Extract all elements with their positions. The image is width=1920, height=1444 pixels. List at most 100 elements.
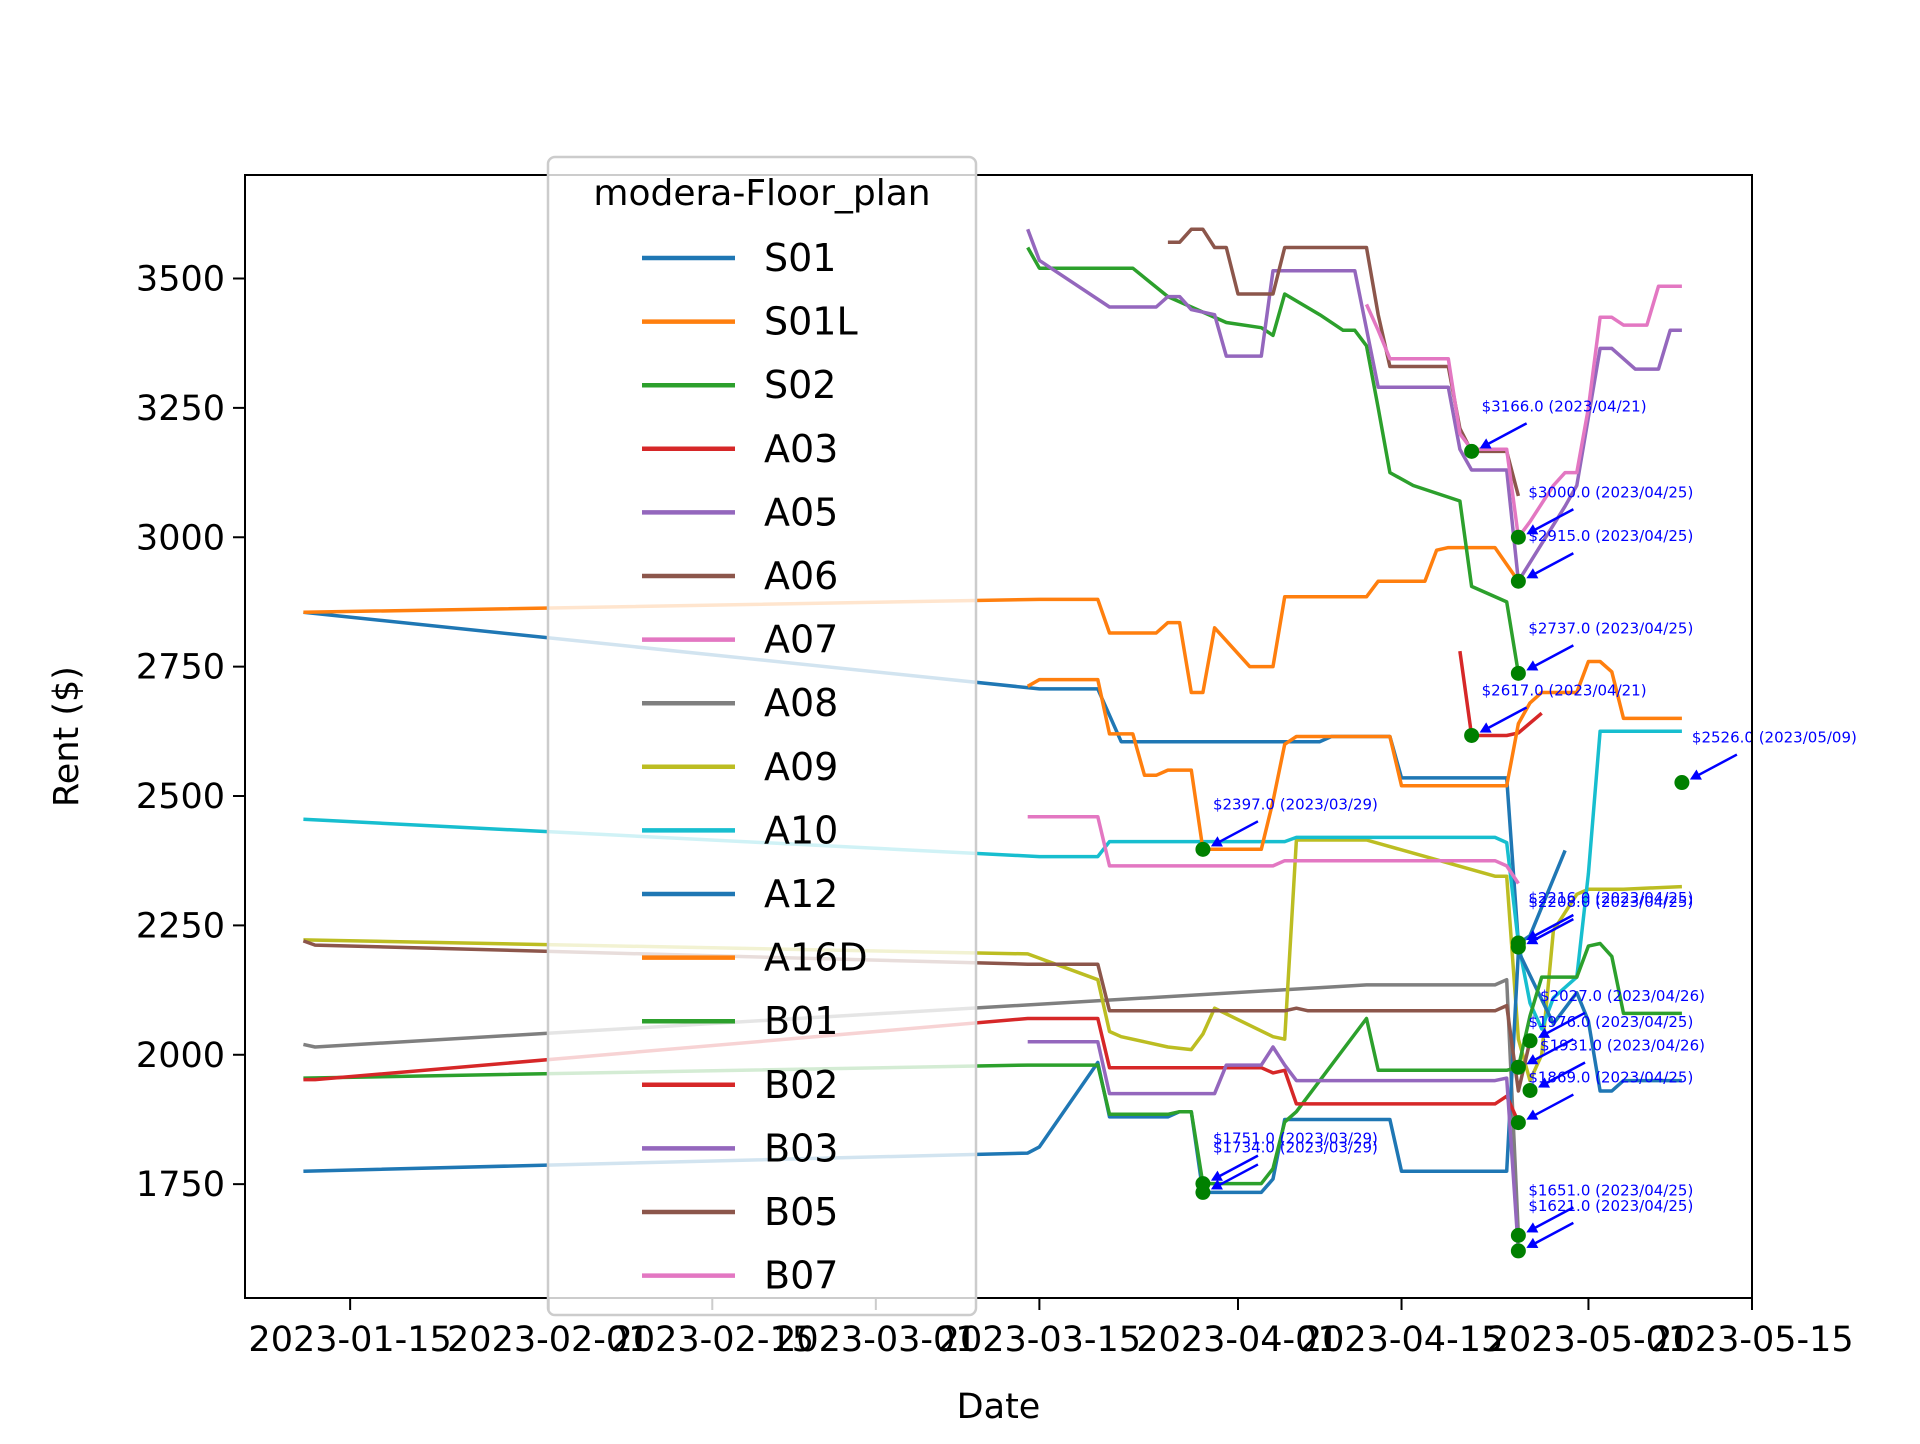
annotation-label-1: $3000.0 (2023/04/25) <box>1528 483 1693 501</box>
annotation-label-13: $1751.0 (2023/03/29) <box>1213 1130 1378 1148</box>
annotation-label-10: $1976.0 (2023/04/25) <box>1528 1013 1693 1031</box>
annotation-arrowhead-1 <box>1526 524 1539 535</box>
legend-label-a08: A08 <box>764 681 838 725</box>
annotation-arrow-5 <box>1691 753 1738 780</box>
x-tick-label-2023-03-15: 2023-03-15 <box>938 1320 1141 1360</box>
legend-label-b07: B07 <box>764 1254 838 1298</box>
annotation-label-0: $3166.0 (2023/04/21) <box>1482 397 1647 415</box>
annotation-arrowhead-12 <box>1526 1109 1539 1120</box>
legend-label-b03: B03 <box>764 1126 838 1170</box>
axes-layer: 2023-01-152023-02-012023-02-152023-03-01… <box>136 260 1854 1360</box>
annotation-label-6: $2397.0 (2023/03/29) <box>1213 795 1378 813</box>
legend-label-a07: A07 <box>764 618 838 662</box>
legend-label-s02: S02 <box>764 363 836 407</box>
annotation-arrowhead-0 <box>1479 438 1492 449</box>
annotation-arrow-4 <box>1481 706 1528 733</box>
annotation-label-11: $1931.0 (2023/04/26) <box>1540 1036 1705 1054</box>
annotation-arrowhead-14 <box>1210 1179 1223 1190</box>
annotation-arrowhead-9 <box>1538 1027 1551 1038</box>
annotation-arrow-2 <box>1527 552 1574 579</box>
legend-label-b01: B01 <box>764 999 838 1043</box>
x-tick-label-2023-05-15: 2023-05-15 <box>1650 1320 1853 1360</box>
x-tick-label-2023-05-01: 2023-05-01 <box>1487 1320 1690 1360</box>
legend-label-b02: B02 <box>764 1063 838 1107</box>
annotation-arrowhead-15 <box>1526 1222 1539 1233</box>
annotation-arrow-9 <box>1539 1011 1586 1038</box>
annotation-arrowhead-3 <box>1526 660 1539 671</box>
annotation-marker-3 <box>1510 665 1526 681</box>
annotation-arrowhead-2 <box>1526 568 1539 579</box>
annotation-marker-0 <box>1464 443 1480 459</box>
legend-box <box>546 155 978 1317</box>
y-tick-label-2500: 2500 <box>136 777 225 817</box>
y-tick-label-3500: 3500 <box>136 260 225 300</box>
plot-frame <box>244 174 1753 1299</box>
series-line-a10-9 <box>303 729 1682 1031</box>
annotation-arrowhead-11 <box>1538 1077 1551 1088</box>
annotation-marker-2 <box>1510 573 1526 589</box>
x-axis-label: Date <box>957 1387 1041 1427</box>
annotation-arrow-16 <box>1527 1221 1574 1249</box>
annotation-arrow-10 <box>1527 1038 1574 1065</box>
annotation-layer: $3166.0 (2023/04/21) $3000.0 (2023/04/25)… <box>1195 397 1857 1259</box>
annotation-arrow-14 <box>1212 1163 1259 1190</box>
annotation-arrow-13 <box>1212 1154 1259 1181</box>
legend: modera-Floor_plan S01 S01L S02 A03 A05 A06 A07 A… <box>546 155 978 1317</box>
annotation-label-7: $2216.0 (2023/04/25) <box>1528 889 1693 907</box>
y-tick-label-2750: 2750 <box>136 648 225 688</box>
annotation-label-2: $2915.0 (2023/04/25) <box>1528 527 1693 545</box>
series-line-b07-16 <box>1027 814 1520 885</box>
annotation-label-12: $1869.0 (2023/04/25) <box>1528 1069 1693 1087</box>
annotation-label-4: $2617.0 (2023/04/21) <box>1482 681 1647 699</box>
annotation-arrow-15 <box>1527 1206 1574 1233</box>
annotation-marker-8 <box>1510 939 1526 955</box>
annotation-arrowhead-4 <box>1479 722 1492 733</box>
x-tick-label-2023-03-01: 2023-03-01 <box>774 1320 977 1360</box>
annotation-marker-6 <box>1195 841 1211 857</box>
annotation-label-5: $2526.0 (2023/05/09) <box>1692 729 1857 747</box>
series-line-b01-12 <box>303 941 1682 1186</box>
annotation-marker-5 <box>1674 775 1690 791</box>
annotation-arrow-3 <box>1527 644 1574 671</box>
annotation-arrow-6 <box>1212 820 1259 847</box>
series-line-s01l-1 <box>303 545 1520 695</box>
series-line-a07-6 <box>1364 284 1682 540</box>
annotation-label-15: $1651.0 (2023/04/25) <box>1528 1181 1693 1199</box>
series-line-b03-14 <box>1027 1040 1521 1252</box>
annotation-label-9: $2027.0 (2023/04/26) <box>1540 987 1705 1005</box>
annotation-arrow-11 <box>1539 1061 1586 1088</box>
annotation-label-3: $2737.0 (2023/04/25) <box>1528 619 1693 637</box>
annotation-arrowhead-5 <box>1689 769 1702 780</box>
annotation-marker-15 <box>1510 1227 1526 1243</box>
annotation-marker-1 <box>1510 529 1526 545</box>
legend-label-a05: A05 <box>764 490 838 534</box>
x-tick-label-2023-01-15: 2023-01-15 <box>248 1320 451 1360</box>
x-tick-label-2023-04-01: 2023-04-01 <box>1136 1320 1339 1360</box>
annotation-marker-16 <box>1510 1243 1526 1259</box>
legend-label-a16d: A16D <box>764 936 868 980</box>
annotation-arrowhead-10 <box>1526 1054 1539 1065</box>
annotation-arrowhead-6 <box>1210 836 1223 847</box>
series-line-a03-3 <box>1458 650 1543 738</box>
annotation-arrow-1 <box>1527 508 1574 535</box>
legend-label-a10: A10 <box>764 808 838 852</box>
annotation-label-16: $1621.0 (2023/04/25) <box>1528 1197 1693 1215</box>
legend-title: modera-Floor_plan <box>593 173 930 214</box>
legend-label-a09: A09 <box>764 745 838 789</box>
x-tick-label-2023-02-15: 2023-02-15 <box>611 1320 814 1360</box>
y-tick-label-3250: 3250 <box>136 389 225 429</box>
legend-label-a12: A12 <box>764 872 838 916</box>
annotation-marker-9 <box>1522 1033 1538 1049</box>
legend-label-a03: A03 <box>764 427 838 471</box>
annotation-marker-11 <box>1522 1082 1538 1098</box>
annotation-arrow-0 <box>1481 422 1528 449</box>
y-tick-label-1750: 1750 <box>136 1165 225 1205</box>
y-tick-label-3000: 3000 <box>136 518 225 558</box>
annotation-marker-12 <box>1510 1115 1526 1131</box>
annotation-arrow-7 <box>1527 913 1574 941</box>
x-tick-label-2023-04-15: 2023-04-15 <box>1300 1320 1503 1360</box>
y-tick-label-2000: 2000 <box>136 1036 225 1076</box>
y-axis-label: Rent ($) <box>47 666 87 807</box>
annotation-arrowhead-13 <box>1210 1170 1223 1181</box>
